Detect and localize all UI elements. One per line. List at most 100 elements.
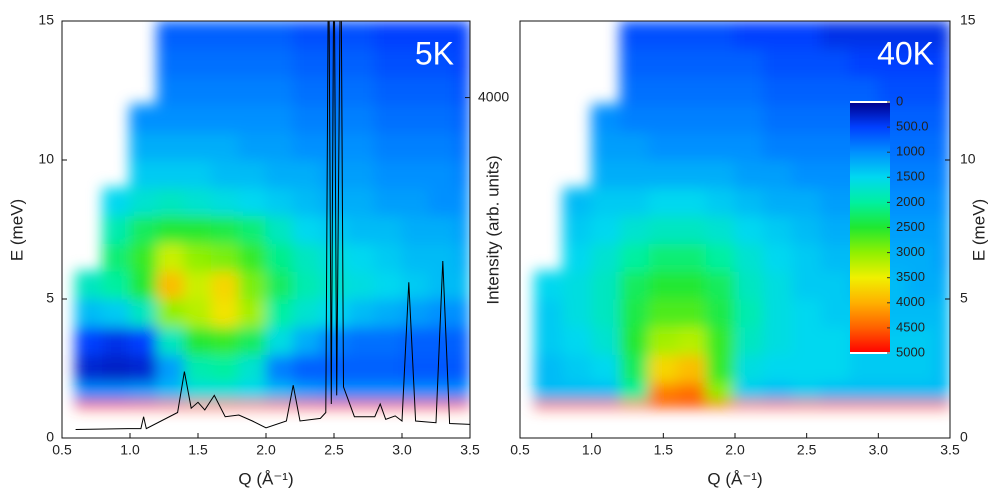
heatmap-cell — [591, 242, 621, 272]
heatmap-cell — [183, 399, 213, 408]
panel-label: 5K — [415, 35, 454, 71]
x-tick-label: 2.0 — [725, 442, 745, 458]
heatmap-cell — [734, 242, 765, 272]
heatmap-cell — [935, 21, 950, 50]
heatmap-cell — [648, 399, 679, 408]
heatmap-cell — [292, 270, 321, 300]
heatmap-cell — [428, 21, 457, 50]
heatmap-cell — [75, 399, 104, 408]
heatmap-cell — [906, 76, 937, 105]
heatmap-cell — [374, 298, 403, 328]
heatmap-cell — [906, 215, 937, 244]
heatmap-cell — [533, 354, 564, 383]
heatmap-cell — [156, 187, 185, 217]
x-tick-label: 3.0 — [392, 442, 412, 458]
heatmap-cell — [156, 242, 185, 272]
heatmap-cell — [455, 326, 470, 356]
heatmap-cell — [156, 21, 185, 50]
heatmap-cell — [319, 159, 349, 189]
heatmap-cell — [935, 159, 950, 189]
heatmap-cell — [619, 242, 650, 272]
heatmap-cell — [102, 326, 131, 356]
heatmap-cell — [428, 326, 457, 356]
heatmap-cell — [319, 215, 349, 244]
heatmap-cell — [319, 187, 349, 217]
heatmap-cell — [102, 270, 131, 300]
heatmap-cell — [401, 270, 430, 300]
heatmap-cell — [211, 354, 240, 383]
heatmap-cell — [935, 48, 950, 78]
heatmap-cell — [455, 399, 470, 408]
heatmap-cell — [319, 381, 349, 401]
heatmap-cell — [734, 76, 765, 105]
heatmap-cell — [820, 399, 851, 408]
heatmap-cell — [292, 381, 321, 401]
heatmap-cell — [238, 48, 267, 78]
heatmap-cell — [211, 298, 240, 328]
heatmap-cell — [238, 326, 267, 356]
heatmap-cell — [238, 76, 267, 105]
x-tick-label: 2.5 — [797, 442, 817, 458]
heatmap-cell — [374, 48, 403, 78]
heatmap-cell — [292, 326, 321, 356]
heatmap-cell — [619, 215, 650, 244]
plot-area — [75, 21, 470, 430]
heatmap-cell — [292, 298, 321, 328]
x-tick-label: 1.0 — [582, 442, 602, 458]
heatmap-cell — [791, 215, 822, 244]
heatmap-cell — [877, 399, 908, 408]
heatmap-cell — [401, 131, 430, 161]
y-tick-label: 5 — [46, 290, 54, 306]
heatmap-cell — [455, 270, 470, 300]
heatmap-cell — [591, 187, 621, 217]
heatmap-cell — [791, 76, 822, 105]
heatmap-cell — [705, 399, 736, 408]
heatmap-cell — [734, 103, 765, 133]
heatmap-cell — [211, 187, 240, 217]
heatmap-cell — [791, 354, 822, 383]
heatmap-cell — [791, 270, 822, 300]
colorbar-label: 1500 — [896, 169, 925, 184]
heatmap-cell — [319, 131, 349, 161]
heatmap-cell — [763, 103, 793, 133]
heatmap-cell — [102, 187, 131, 217]
heatmap-cell — [401, 215, 430, 244]
heatmap-cell — [849, 399, 879, 408]
colorbar-label: 1000 — [896, 144, 925, 159]
heatmap-cell — [265, 242, 294, 272]
heatmap-cell — [265, 76, 294, 105]
heatmap-cell — [211, 131, 240, 161]
heatmap-cell — [763, 21, 793, 50]
heatmap-cell — [648, 48, 679, 78]
heatmap-cell — [705, 159, 736, 189]
heatmap-cell — [906, 399, 937, 408]
heatmap-cell — [183, 21, 213, 50]
heatmap-cell — [401, 159, 430, 189]
heatmap-cell — [619, 399, 650, 408]
heatmap-cell — [562, 187, 593, 217]
heatmap-cell — [906, 298, 937, 328]
heatmap-cell — [705, 48, 736, 78]
heatmap-cell — [129, 215, 158, 244]
heatmap-cell — [129, 242, 158, 272]
y2-axis-label: Intensity (arb. units) — [483, 155, 502, 304]
heatmap-cell — [763, 215, 793, 244]
heatmap-cell — [428, 215, 457, 244]
heatmap-cell — [401, 48, 430, 78]
heatmap-cell — [763, 48, 793, 78]
heatmap-cell — [648, 21, 679, 50]
heatmap-cell — [591, 103, 621, 133]
heatmap-cell — [319, 48, 349, 78]
heatmap-cell — [428, 298, 457, 328]
heatmap-cell — [591, 354, 621, 383]
heatmap-cell — [677, 131, 707, 161]
heatmap-cell — [238, 242, 267, 272]
heatmap-cell — [619, 103, 650, 133]
heatmap-cell — [238, 21, 267, 50]
x-axis-label: Q (Å⁻¹) — [238, 469, 293, 488]
heatmap-cell — [705, 76, 736, 105]
heatmap-cell — [820, 381, 851, 401]
heatmap-cell — [319, 326, 349, 356]
heatmap-cell — [455, 21, 470, 50]
heatmap-cell — [319, 242, 349, 272]
